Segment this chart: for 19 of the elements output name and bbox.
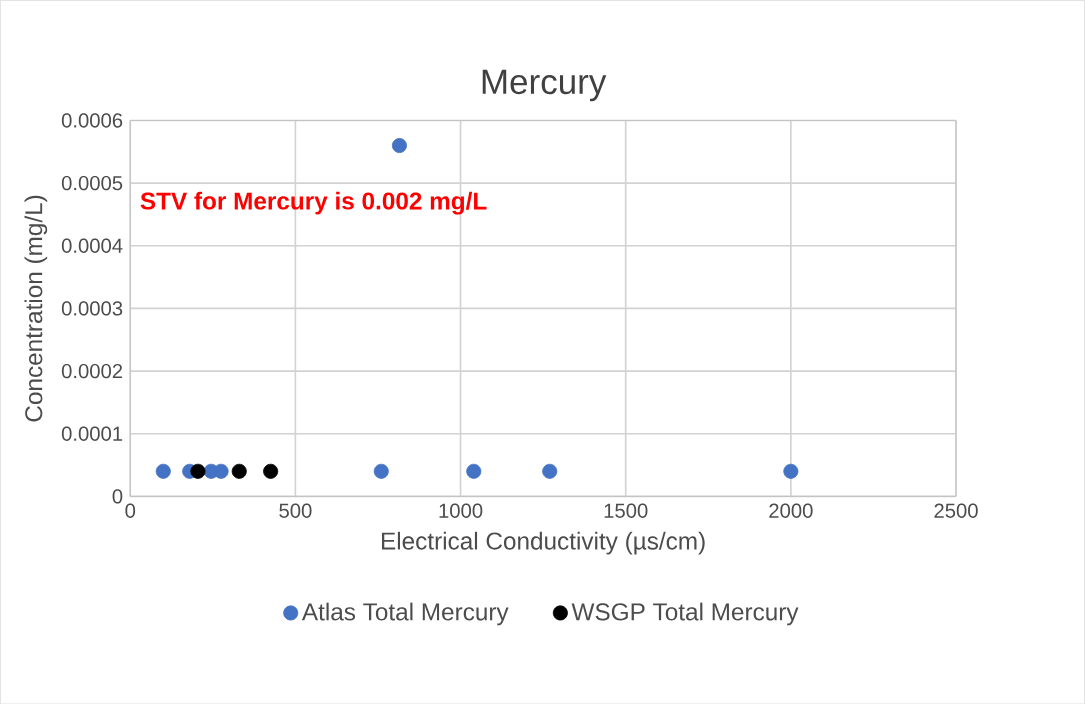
- y-tick-label: 0.0001: [61, 426, 123, 441]
- y-tick-label: 0.0006: [61, 113, 123, 128]
- legend-label: Atlas Total Mercury: [301, 602, 509, 626]
- x-tick-label: 0: [125, 503, 136, 518]
- x-tick-label: 500: [279, 503, 312, 518]
- x-tick-label: 1500: [604, 503, 648, 518]
- x-axis-title: Electrical Conductivity (µs/cm): [382, 531, 705, 555]
- y-tick-label: 0.0005: [61, 175, 123, 191]
- y-axis-title: Concentration (mg/L): [24, 195, 48, 422]
- chart-title: Mercury: [482, 69, 607, 101]
- y-tick-label: 0.0003: [61, 301, 123, 316]
- x-tick-label: 2000: [769, 503, 813, 518]
- y-tick-label: 0.0002: [61, 363, 123, 379]
- x-tick-label: 1000: [439, 503, 483, 518]
- x-tick-label: 2500: [934, 503, 978, 518]
- legend-label: WSGP Total Mercury: [571, 602, 799, 626]
- annotation: STV for Mercury is 0.002 mg/L: [140, 191, 487, 215]
- y-tick-label: 0: [112, 489, 123, 504]
- y-tick-label: 0.0004: [61, 238, 123, 253]
